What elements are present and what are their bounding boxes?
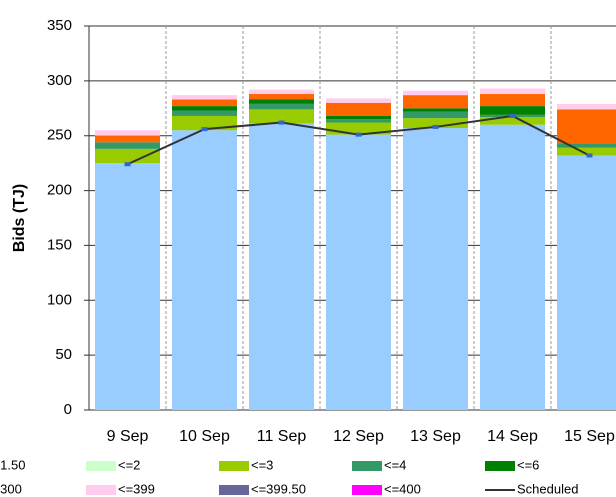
legend-label: <=1.50 — [0, 457, 26, 472]
x-tick-label: 11 Sep — [257, 428, 307, 445]
bar-segment — [249, 123, 314, 410]
bar-segment — [480, 88, 545, 95]
bar-segment — [557, 109, 616, 144]
bar-segment — [249, 94, 314, 100]
bar-segment — [172, 130, 237, 410]
bar-segment — [95, 142, 160, 149]
bar-segment — [326, 102, 391, 116]
bar-segment — [172, 95, 237, 100]
bar-segment — [480, 94, 545, 107]
legend-label: <=6 — [517, 457, 539, 472]
bar-segment — [480, 106, 545, 115]
bar-segment — [249, 103, 314, 110]
bar-segment — [403, 90, 468, 96]
bar-segment — [249, 89, 314, 95]
bar-segment — [557, 155, 616, 410]
line-marker — [432, 124, 439, 129]
bar-segment — [403, 111, 468, 119]
legend-label: <=2 — [118, 457, 140, 472]
x-tick-label: 14 Sep — [487, 428, 538, 445]
x-tick-label: 9 Sep — [107, 428, 149, 445]
bar-segment — [95, 130, 160, 136]
x-tick-label: 13 Sep — [410, 428, 461, 445]
y-tick-label: 100 — [47, 291, 72, 308]
line-marker — [586, 153, 593, 158]
bar-segment — [95, 135, 160, 143]
y-tick-label: 300 — [47, 72, 72, 89]
bar-segment — [403, 118, 468, 129]
y-axis-title: Bids (TJ) — [11, 184, 28, 252]
line-marker — [278, 120, 285, 125]
bar-segment — [172, 110, 237, 116]
x-tick-label: 12 Sep — [333, 428, 384, 445]
legend-label: <=4 — [384, 457, 406, 472]
legend-swatch — [219, 461, 249, 471]
bar-segment — [480, 124, 545, 410]
bar-segment — [326, 134, 391, 411]
bar-segment — [326, 115, 391, 120]
bar-segment — [172, 99, 237, 107]
legend-swatch — [86, 485, 116, 495]
bar-segment — [95, 163, 160, 410]
y-tick-label: 50 — [55, 346, 72, 363]
bar-segment — [326, 119, 391, 123]
bar-segment — [480, 117, 545, 125]
y-tick-label: 350 — [47, 17, 72, 34]
legend-label: <=399 — [118, 481, 155, 496]
line-marker — [509, 113, 516, 118]
legend-swatch — [352, 461, 382, 471]
bar-segment — [326, 98, 391, 103]
line-marker — [124, 162, 131, 167]
x-tick-label: 10 Sep — [179, 428, 230, 445]
line-marker — [201, 127, 208, 132]
bar-segment — [249, 109, 314, 124]
legend-label: <=400 — [384, 481, 421, 496]
y-tick-label: 150 — [47, 236, 72, 253]
legend-swatch — [86, 461, 116, 471]
y-tick-label: 250 — [47, 127, 72, 144]
bar-segment — [557, 143, 616, 148]
bar-segment — [403, 95, 468, 109]
line-marker — [355, 132, 362, 137]
y-tick-label: 200 — [47, 182, 72, 199]
bar-segment — [403, 128, 468, 410]
legend-label: <=3 — [251, 457, 273, 472]
y-tick-label: 0 — [64, 401, 72, 418]
legend-label: <=300 — [0, 481, 22, 496]
bar-segment — [172, 106, 237, 111]
legend-swatch — [352, 485, 382, 495]
x-tick-label: 15 Sep — [564, 428, 615, 445]
bar-segment — [557, 103, 616, 110]
legend-swatch — [219, 485, 249, 495]
legend-label: <=399.50 — [251, 481, 306, 496]
bar-segment — [403, 108, 468, 112]
bar-segment — [172, 115, 237, 131]
bar-segment — [557, 147, 616, 156]
bar-segment — [249, 99, 314, 104]
legend-label: Scheduled — [517, 481, 578, 496]
legend-swatch — [485, 461, 515, 471]
bar-segment — [95, 148, 160, 164]
